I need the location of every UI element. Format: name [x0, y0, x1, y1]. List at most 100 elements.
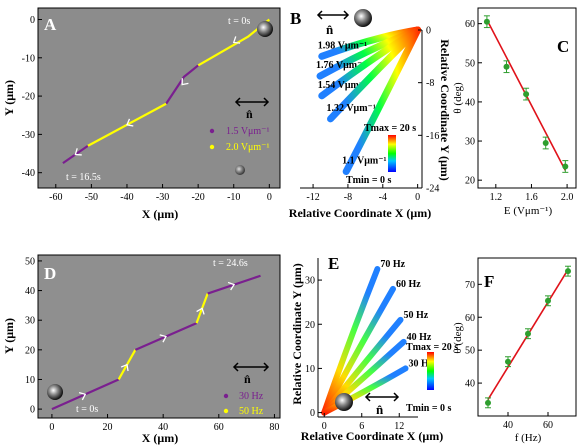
direction-indicator-b: n̂ [316, 9, 372, 37]
x-tick-label: -20 [191, 192, 204, 203]
axes-a: -60 -50 -40 -30 -20 -10 0 0 -10 -20 -30 -40 [22, 15, 272, 203]
ylabel-c: θ (deg) [452, 82, 464, 114]
colorbar-b: Tmax = 20 s Tmin = 0 s [346, 123, 416, 186]
y-tick-label: 0 [310, 408, 315, 419]
direction-indicator-e: n̂ [335, 392, 400, 417]
y-tick-label: 10 [305, 364, 315, 375]
trajectory-d [51, 274, 261, 411]
trail-b-label-1: 1.76 Vμm⁻¹ [316, 60, 365, 71]
scatter-f [485, 265, 571, 409]
point-f [525, 330, 531, 337]
y-tick-label: 40 [25, 286, 35, 297]
direction-indicator-d: n̂ [232, 362, 270, 386]
colorbar-e: Tmax = 20 s Tmin = 0 s [406, 342, 458, 414]
trail-e-label-0: 70 Hz [380, 259, 405, 270]
y-tick-label: -10 [22, 53, 35, 64]
particle-d-start [47, 384, 63, 400]
x-tick-label: 60 [543, 420, 553, 431]
trail-e-label-4: 30 Hz [409, 358, 434, 369]
y-tick-label: 20 [465, 176, 475, 187]
ann-d-end: t = 24.6s [213, 258, 248, 269]
x-tick-label: -40 [120, 192, 133, 203]
trajectory-a-arrow-2 [126, 118, 134, 127]
axes-d: 0 20 40 60 80 0 10 20 30 40 50 [25, 256, 279, 433]
y-tick-label: 20 [305, 320, 315, 331]
trajectory-d-arrow-4 [227, 281, 236, 291]
trail-b-label-4: 1.1 Vμm⁻¹ [342, 156, 386, 167]
y-tick-label: 50 [25, 256, 35, 267]
x-tick-label: -12 [306, 192, 319, 203]
legend-d-1: 50 Hz [239, 406, 264, 417]
y-tick-label: 0 [30, 15, 35, 26]
n-hat-e: n̂ [376, 402, 384, 417]
point-c [523, 91, 530, 98]
trajectory-d-arrow-2 [159, 334, 167, 343]
panel-letter-d: D [44, 264, 56, 283]
direction-indicator-a: n̂ [234, 97, 270, 121]
trail-b-4 [342, 26, 422, 176]
n-hat-d: n̂ [244, 372, 251, 386]
y-tick-label: 50 [465, 346, 475, 357]
panel-f: 40 60 40 50 60 70 F f (Hz) θ (deg) [452, 257, 577, 444]
trajectory-d-arrow-3 [196, 307, 205, 315]
x-tick-label: 12 [394, 421, 404, 432]
x-tick-label: -4 [379, 192, 387, 203]
panel-letter-a: A [44, 15, 57, 34]
x-tick-label: 40 [503, 420, 513, 431]
y-tick-label: 40 [465, 379, 475, 390]
ylabel-e: Relative Coordinate Y (μm) [290, 263, 304, 405]
point-f [485, 399, 491, 406]
x-tick-label: -60 [49, 192, 62, 203]
point-c [542, 140, 549, 146]
trail-e-label-1: 60 Hz [396, 279, 421, 290]
y-tick-label: 50 [465, 58, 475, 69]
x-tick-label: 20 [103, 422, 113, 433]
trajectory-a-arrow-0 [232, 36, 241, 44]
point-f [545, 297, 551, 304]
xlabel-a: X (μm) [142, 207, 178, 221]
particle-a-dust [235, 165, 245, 175]
point-c [562, 163, 569, 170]
x-tick-label: -30 [156, 192, 169, 203]
xlabel-f: f (Hz) [515, 432, 542, 444]
axes-e: 0 6 12 0 10 20 30 [305, 258, 418, 432]
x-tick-label: -10 [227, 192, 240, 203]
x-tick-label: -50 [85, 192, 98, 203]
ylabel-f: θ (deg) [452, 322, 464, 354]
trail-b-label-3: 1.32 Vμm⁻¹ [327, 103, 376, 114]
scatter-c [483, 15, 569, 173]
ann-a-end: t = 16.5s [66, 172, 101, 183]
trail-e-label-3: 40 Hz [407, 332, 432, 343]
ann-a-start: t = 0s [228, 16, 250, 27]
ylabel-a: Y (μm) [2, 80, 16, 116]
particle-b [354, 9, 372, 27]
y-tick-label: 70 [465, 280, 475, 291]
trail-b-label-2: 1.54 Vμm⁻¹ [318, 80, 367, 91]
particle-a-start [257, 21, 273, 37]
point-f [505, 358, 511, 365]
y-tick-label: 30 [465, 137, 475, 148]
y-tick-label: 0 [30, 405, 35, 416]
axes-f: 40 60 40 50 60 70 [465, 280, 553, 431]
trajectory-d-arrow-0 [78, 392, 87, 401]
trajectory-a-arrow-3 [74, 148, 82, 156]
colorbar-e-max: Tmax = 20 s [406, 342, 458, 353]
n-hat-a: n̂ [246, 107, 253, 121]
micrograph-a [38, 8, 280, 188]
particle-e [335, 393, 353, 411]
legend-a: 1.5 Vμm⁻¹ 2.0 Vμm⁻¹ [209, 126, 269, 153]
x-tick-label: 2.0 [561, 192, 574, 203]
legend-d: 30 Hz 50 Hz [223, 391, 264, 417]
y-tick-label: 40 [465, 97, 475, 108]
trajectories-e: 70 Hz 60 Hz 50 Hz 40 Hz 30 Hz [321, 259, 434, 416]
x-tick-label: 80 [269, 422, 279, 433]
y-tick-label: 60 [465, 313, 475, 324]
y-tick-label: 30 [25, 316, 35, 327]
trajectory-a-segment-1 [165, 64, 199, 105]
x-tick-label: 40 [158, 422, 168, 433]
x-tick-label: 0 [49, 422, 54, 433]
y-tick-label: 60 [465, 19, 475, 30]
x-tick-label: 1.6 [525, 192, 538, 203]
